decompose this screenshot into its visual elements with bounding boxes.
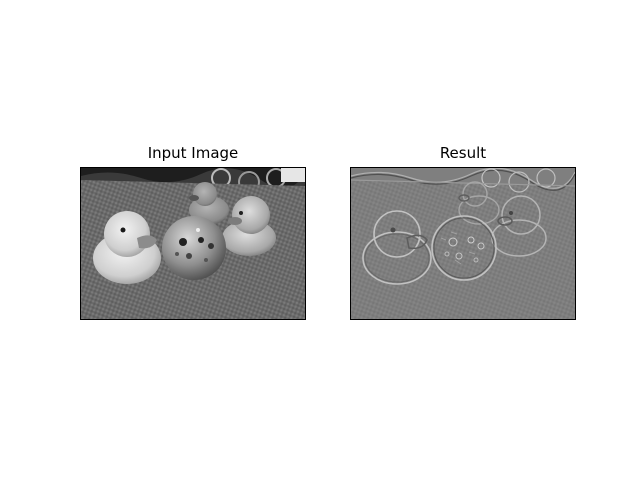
front-duck bbox=[93, 211, 161, 284]
result-back-duck bbox=[458, 181, 500, 225]
patterned-ball bbox=[162, 216, 226, 280]
right-duck bbox=[222, 196, 276, 256]
input-image-title: Input Image bbox=[147, 144, 239, 162]
input-image-panel bbox=[80, 167, 306, 320]
result-panel bbox=[350, 167, 576, 320]
result-front-duck bbox=[362, 210, 432, 285]
result-ball bbox=[431, 215, 497, 281]
input-image bbox=[81, 168, 305, 319]
result-image bbox=[351, 168, 575, 319]
result-title: Result bbox=[439, 144, 487, 162]
result-background-edges bbox=[351, 168, 575, 193]
